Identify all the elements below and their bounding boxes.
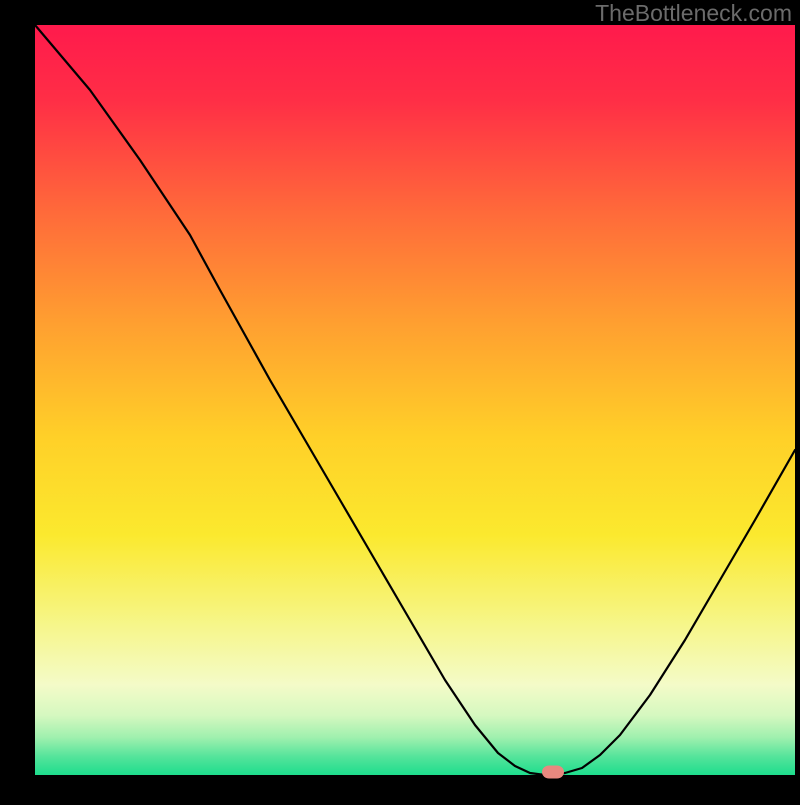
gradient-background xyxy=(35,25,795,775)
chart-svg xyxy=(0,0,800,800)
chart-plot-area xyxy=(0,0,800,805)
optimal-marker xyxy=(542,766,564,779)
watermark-text: TheBottleneck.com xyxy=(595,0,792,27)
